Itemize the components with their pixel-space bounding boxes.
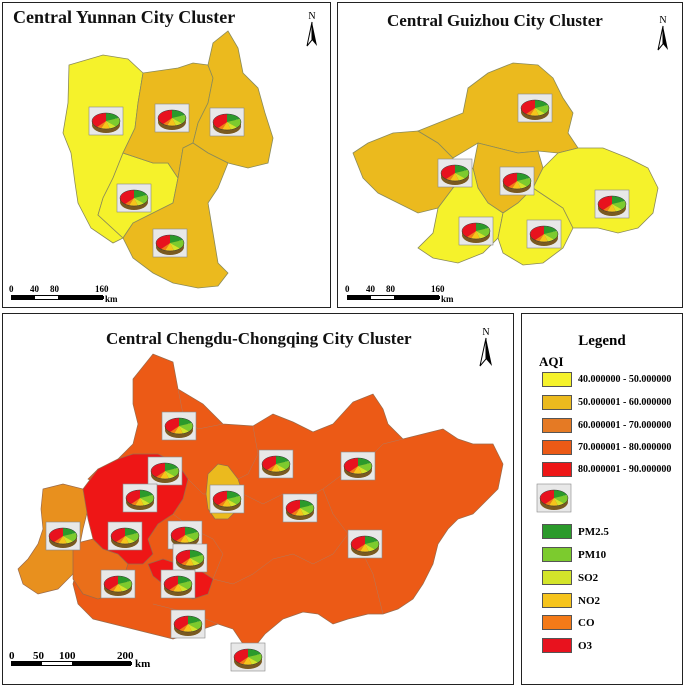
legend-swatch <box>542 570 572 585</box>
legend-swatch <box>542 638 572 653</box>
legend-pollutant-item: PM10 <box>542 547 606 562</box>
legend-label: NO2 <box>578 594 600 607</box>
scale-unit: km <box>105 294 118 304</box>
guizhou-scale-bar: 0 40 80 160 km <box>345 284 467 304</box>
pie-chart-icon <box>107 521 143 551</box>
scale-tick: 160 <box>95 284 109 294</box>
legend-swatch <box>542 462 572 477</box>
pie-chart-icon <box>347 529 383 559</box>
north-arrow-icon: N <box>478 328 494 371</box>
yunnan-map-title: Central Yunnan City Cluster <box>13 7 236 27</box>
north-label: N <box>659 15 667 26</box>
pie-chart-icon <box>517 93 553 123</box>
legend-swatch <box>542 547 572 562</box>
legend-label: 60.000001 - 70.000000 <box>578 420 672 431</box>
yunnan-map-canvas <box>62 30 274 289</box>
pie-chart-icon <box>499 166 535 196</box>
pie-chart-icon <box>170 609 206 639</box>
legend-label: SO2 <box>578 571 599 584</box>
pie-chart-icon <box>282 493 318 523</box>
pie-chart-icon <box>100 569 136 599</box>
pie-chart-icon <box>152 228 188 258</box>
legend-swatch <box>542 395 572 410</box>
pie-chart-icon <box>209 107 245 137</box>
chengyu-map-title: Central Chengdu-Chongqing City Cluster <box>106 329 412 348</box>
scale-tick: 50 <box>33 650 44 662</box>
chengyu-map-panel: Central Chengdu-Chongqing City Cluster N <box>2 313 514 685</box>
legend-aqi-item: 50.000001 - 60.000000 <box>542 395 671 410</box>
pie-chart-icon <box>122 483 158 513</box>
legend-pollutant-item: PM2.5 <box>542 524 609 539</box>
pie-chart-icon <box>209 484 245 514</box>
pie-chart-icon <box>526 219 562 249</box>
legend-label: O3 <box>578 639 593 652</box>
legend-label: PM10 <box>578 548 607 561</box>
north-arrow-icon: N <box>656 16 670 55</box>
north-arrow-icon: N <box>305 12 319 51</box>
legend-pie-sample <box>536 483 572 513</box>
legend-label: 50.000001 - 60.000000 <box>578 397 672 408</box>
pie-chart-icon <box>160 569 196 599</box>
scale-tick: 80 <box>386 284 395 294</box>
legend-panel: Legend AQI 40.000000 - 50.000000 50.0000… <box>521 313 683 685</box>
scale-tick: 40 <box>366 284 375 294</box>
scale-tick: 200 <box>117 650 134 662</box>
legend-label: 80.000001 - 90.000000 <box>578 464 672 475</box>
legend-pollutant-item: CO <box>542 615 595 630</box>
legend-label: 40.000000 - 50.000000 <box>578 374 672 385</box>
legend-swatch <box>542 593 572 608</box>
pie-chart-icon <box>458 216 494 246</box>
legend-label: 70.000001 - 80.000000 <box>578 442 672 453</box>
scale-tick: 0 <box>9 650 15 662</box>
pie-chart-icon <box>116 183 152 213</box>
legend-swatch <box>542 440 572 455</box>
yunnan-map-panel: Central Yunnan City Cluster N <box>2 2 331 308</box>
north-label: N <box>308 11 316 22</box>
scale-tick: 100 <box>59 650 76 662</box>
legend-pollutant-item: SO2 <box>542 570 598 585</box>
pie-chart-icon <box>88 106 124 136</box>
pie-chart-icon <box>154 103 190 133</box>
scale-tick: 40 <box>30 284 39 294</box>
pie-chart-icon <box>594 189 630 219</box>
legend-swatch <box>542 524 572 539</box>
legend-swatch <box>542 372 572 387</box>
legend-swatch <box>542 615 572 630</box>
pie-chart-icon <box>536 483 572 513</box>
scale-unit: km <box>441 294 454 304</box>
yunnan-scale-bar: 0 40 80 160 km <box>9 284 131 304</box>
legend-aqi-item: 70.000001 - 80.000000 <box>542 440 671 455</box>
legend-swatch <box>542 418 572 433</box>
scale-tick: 80 <box>50 284 59 294</box>
legend-aqi-item: 40.000000 - 50.000000 <box>542 372 671 387</box>
pie-chart-icon <box>258 449 294 479</box>
pie-chart-icon <box>147 456 183 486</box>
legend-aqi-item: 80.000001 - 90.000000 <box>542 462 671 477</box>
legend-pollutant-item: NO2 <box>542 593 600 608</box>
pie-chart-icon <box>340 451 376 481</box>
pie-chart-icon <box>437 158 473 188</box>
pie-chart-icon <box>172 543 208 573</box>
guizhou-region-north <box>417 62 579 159</box>
legend-aqi-heading: AQI <box>539 354 564 369</box>
legend-label: PM2.5 <box>578 525 609 538</box>
guizhou-map-panel: Central Guizhou City Cluster N <box>337 2 683 308</box>
legend-title: Legend <box>578 333 626 349</box>
legend-aqi-item: 60.000001 - 70.000000 <box>542 418 671 433</box>
guizhou-map-title: Central Guizhou City Cluster <box>387 11 603 30</box>
chengyu-scale-bar: 0 50 100 200 km <box>9 650 161 670</box>
legend-label: CO <box>578 616 595 629</box>
scale-tick: 160 <box>431 284 445 294</box>
chengyu-map-canvas <box>17 353 504 672</box>
scale-unit: km <box>135 658 151 670</box>
pie-chart-icon <box>161 411 197 441</box>
pie-chart-icon <box>230 642 266 672</box>
north-label: N <box>482 327 490 338</box>
guizhou-map-canvas <box>352 62 659 266</box>
scale-tick: 0 <box>9 284 14 294</box>
pie-chart-icon <box>45 521 81 551</box>
yunnan-region-south <box>122 142 229 289</box>
scale-tick: 0 <box>345 284 350 294</box>
legend-pollutant-item: O3 <box>542 638 592 653</box>
